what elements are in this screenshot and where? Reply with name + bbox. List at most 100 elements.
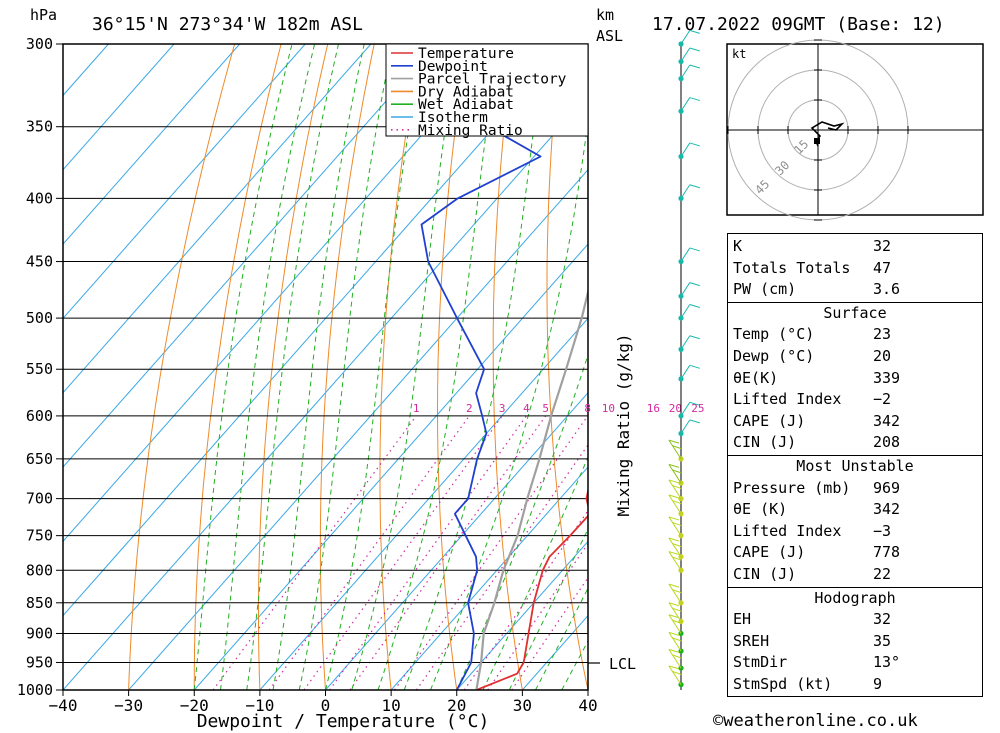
index-value: 13° <box>873 653 901 672</box>
mixing-ratio-label: 1 <box>413 402 420 415</box>
wind-barb-flag <box>668 551 680 556</box>
wind-barb-flag <box>672 521 682 526</box>
temperature-tick-label: 10 <box>381 696 400 715</box>
legend-entry: Wet Adiabat <box>418 97 514 113</box>
mixing-ratio-label: 2 <box>466 402 473 415</box>
pressure-tick-label: 750 <box>26 527 53 545</box>
wind-barb-shaft <box>680 335 691 350</box>
wet-adiabat-line <box>403 44 546 690</box>
wet-adiabat-line <box>220 44 316 690</box>
index-label: θE (K) <box>733 500 788 519</box>
temperature-tick-label: −10 <box>245 696 274 715</box>
pressure-tick-label: 900 <box>26 624 53 642</box>
wind-level-dot <box>678 648 684 654</box>
wind-barb-flag <box>668 479 680 484</box>
index-label: CAPE (J) <box>733 411 806 430</box>
index-label: θE(K) <box>733 368 779 387</box>
isotherm-line <box>390 466 588 690</box>
index-value: 32 <box>873 610 892 629</box>
wind-barb <box>680 335 700 350</box>
index-value: 342 <box>873 500 901 519</box>
index-row: θE (K) 342 <box>733 499 977 521</box>
profile-dewpoint <box>420 44 556 690</box>
hodograph-title: Hodograph <box>814 588 896 607</box>
wind-barb-flag <box>668 439 680 444</box>
wet-adiabat-line <box>535 587 588 690</box>
wind-barb-shaft <box>680 184 691 199</box>
index-label: Totals Totals <box>733 258 851 277</box>
wind-barb-flag <box>689 97 700 102</box>
wind-barb-flag <box>672 469 682 474</box>
temperature-tick-label: 20 <box>447 696 466 715</box>
wind-barb-shaft <box>680 419 691 434</box>
wind-barb-shaft <box>680 142 691 157</box>
mixing-ratio-line <box>303 415 503 690</box>
wind-barb <box>668 439 682 460</box>
legend-entry: Mixing Ratio <box>418 123 523 139</box>
mixing-ratio-label: 20 <box>669 402 682 415</box>
mixing-ratio-axis-title: Mixing Ratio (g/kg) <box>614 333 633 516</box>
index-value: 208 <box>873 433 901 452</box>
index-value: −2 <box>873 390 892 409</box>
wind-barb-flag <box>668 516 680 521</box>
legend-entry: Parcel Trajectory <box>418 72 567 88</box>
index-row: PW (cm) 3.6 <box>733 279 977 301</box>
temperature-tick-label: −30 <box>114 696 143 715</box>
index-row: Temp (°C) 23 <box>733 324 977 346</box>
index-label: CIN (J) <box>733 564 797 583</box>
isotherm-line <box>63 44 372 394</box>
wind-barb-flag <box>672 500 682 505</box>
mixing-ratio-label: 5 <box>542 402 549 415</box>
legend-entry: Dewpoint <box>418 59 488 75</box>
indices-box: K 32 Totals Totals 47 PW (cm) 3.6 <box>727 233 983 303</box>
profiles <box>420 44 588 690</box>
dry-adiabat-line <box>193 44 282 690</box>
wind-barb <box>668 648 682 669</box>
wind-barb-flag <box>689 419 700 424</box>
dry-adiabat-line <box>379 44 422 690</box>
mixing-ratio-line <box>487 542 588 690</box>
dry-adiabat-line <box>437 44 468 690</box>
wind-level-dot <box>678 630 684 637</box>
index-label: StmDir <box>733 653 788 672</box>
isotherm-line <box>193 243 588 690</box>
index-value: 35 <box>873 631 892 650</box>
wind-barb-shaft <box>680 247 691 262</box>
temperature-tick-label: 0 <box>321 696 331 715</box>
wind-barb <box>668 463 682 484</box>
pressure-tick-label: 500 <box>26 309 53 327</box>
index-label: Dewp (°C) <box>733 346 815 365</box>
isotherm-line <box>63 44 175 171</box>
index-row: Dewp (°C) 20 <box>733 346 977 368</box>
wind-barb-flag <box>668 494 680 499</box>
isotherm-line <box>63 44 241 245</box>
wind-barb <box>668 551 682 571</box>
wind-barb <box>680 47 700 62</box>
legend-entry: Temperature <box>418 46 514 62</box>
credit-link[interactable]: ©weatheronline.co.uk <box>713 711 918 731</box>
wind-barb <box>680 142 700 157</box>
wind-barb-flag <box>668 614 680 619</box>
isotherm-line <box>63 44 306 320</box>
pressure-tick-label: 400 <box>26 189 53 207</box>
index-row: Pressure (mb) 969 <box>733 478 977 500</box>
wind-barb-flag <box>672 670 682 675</box>
pressure-tick-label: 1000 <box>17 681 53 699</box>
wind-barb-flag <box>672 589 682 594</box>
wind-barb-flag <box>672 607 682 612</box>
pressure-tick-label: 300 <box>26 35 53 53</box>
index-label: SREH <box>733 631 770 650</box>
wind-barb <box>668 614 682 634</box>
index-label: EH <box>733 610 752 629</box>
index-row: CAPE (J) 778 <box>733 542 977 564</box>
index-row: θE(K) 339 <box>733 368 977 390</box>
wet-adiabat-line <box>377 44 499 690</box>
wind-barb-flag <box>689 401 700 406</box>
mixing-ratio-line <box>415 443 588 690</box>
index-label: Pressure (mb) <box>733 478 851 497</box>
wind-barb-flag <box>672 543 682 547</box>
wind-barb-flag <box>689 247 700 252</box>
wind-barb-shaft <box>668 665 682 685</box>
